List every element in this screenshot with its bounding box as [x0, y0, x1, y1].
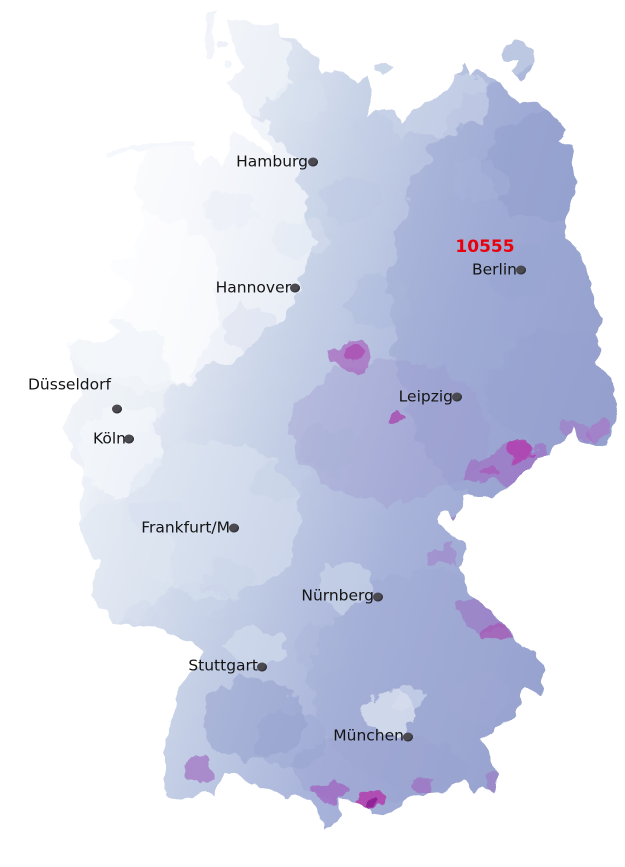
city-label-hannover: Hannover	[215, 278, 291, 297]
city-dot-frankfurt-m	[229, 523, 239, 533]
city-dot-leipzig	[452, 392, 462, 402]
city-dot-m-nchen	[403, 732, 413, 742]
city-label-leipzig: Leipzig	[398, 387, 453, 406]
city-dot-n-rnberg	[373, 592, 383, 602]
city-label-n-rnberg: Nürnberg	[301, 586, 374, 605]
city-label-stuttgart: Stuttgart	[188, 656, 258, 675]
city-dot-k-ln	[124, 434, 134, 444]
city-label-frankfurt-m: Frankfurt/M	[141, 518, 230, 537]
city-dot-hamburg	[308, 157, 318, 167]
city-label-m-nchen: München	[333, 726, 404, 745]
city-label-k-ln: Köln	[92, 429, 126, 448]
city-label-hamburg: Hamburg	[236, 152, 308, 171]
highlighted-postal-code: 10555	[455, 237, 515, 257]
island-foehr	[218, 40, 228, 48]
city-dot-stuttgart	[257, 662, 267, 672]
city-label-berlin: Berlin	[472, 260, 517, 279]
city-dot-d-sseldorf	[112, 404, 122, 414]
city-dot-hannover	[290, 283, 300, 293]
city-dot-berlin	[516, 265, 526, 275]
island-pellworm	[223, 61, 231, 67]
city-label-d-sseldorf: Düsseldorf	[28, 375, 111, 394]
